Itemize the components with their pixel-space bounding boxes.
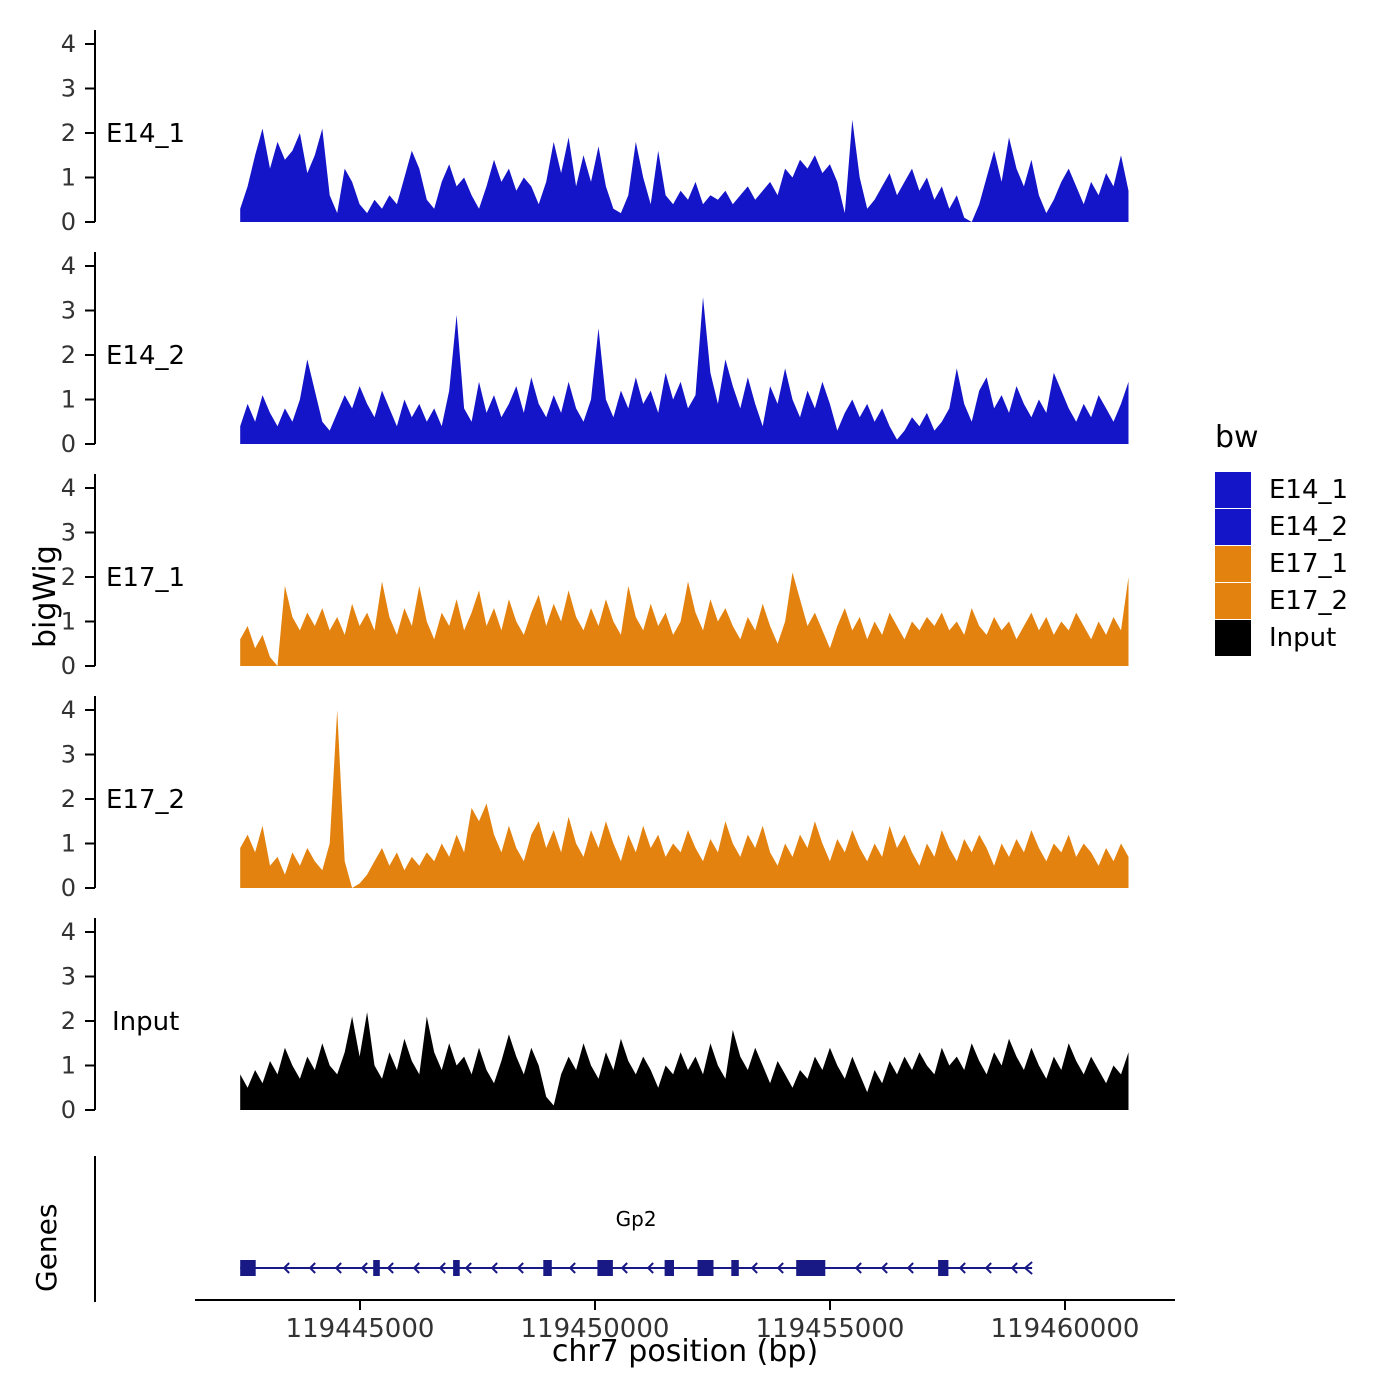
strand-arrow-icon: [516, 1262, 524, 1274]
y-axis-title: bigWig: [28, 545, 63, 648]
legend-label-e17-2: E17_2: [1269, 585, 1349, 616]
legend-swatch-e17-1: [1215, 545, 1251, 582]
y-tick-label: 0: [61, 1096, 76, 1124]
track-label-e14-1: E14_1: [106, 119, 186, 149]
genes-axis-title: Genes: [30, 1203, 63, 1292]
y-tick-label: 1: [61, 1052, 76, 1080]
track-label-e17-2: E17_2: [106, 785, 186, 815]
y-tick-label: 2: [61, 1007, 76, 1035]
legend-swatch-e14-1: [1215, 471, 1251, 508]
strand-arrow-icon: [1010, 1262, 1018, 1274]
y-tick-label: 0: [61, 874, 76, 902]
y-tick-label: 2: [61, 563, 76, 591]
gene-name-label: Gp2: [616, 1207, 657, 1231]
legend-swatch-e17-2: [1215, 582, 1251, 619]
strand-arrow-icon: [880, 1262, 888, 1274]
strand-arrow-icon: [620, 1262, 628, 1274]
strand-arrow-icon: [334, 1262, 342, 1274]
y-tick-label: 1: [61, 386, 76, 414]
y-tick-label: 1: [61, 830, 76, 858]
legend-item-e17-1: E17_1: [1215, 545, 1348, 582]
signal-area-input: [240, 1012, 1129, 1110]
x-tick-label: 119460000: [991, 1314, 1140, 1344]
legend-item-input: Input: [1215, 619, 1348, 656]
y-tick-label: 0: [61, 430, 76, 458]
strand-arrow-icon: [282, 1262, 290, 1274]
strand-arrow-icon: [308, 1262, 316, 1274]
y-tick-label: 0: [61, 208, 76, 236]
y-tick-label: 2: [61, 119, 76, 147]
y-tick-label: 4: [61, 30, 76, 58]
y-tick-label: 3: [61, 963, 76, 991]
strand-arrow-icon: [854, 1262, 862, 1274]
legend-swatch-e14-2: [1215, 508, 1251, 545]
legend-swatch-input: [1215, 619, 1251, 656]
strand-arrow-icon: [958, 1262, 966, 1274]
legend-label-e14-2: E14_2: [1269, 511, 1349, 542]
strand-arrow-icon: [386, 1262, 394, 1274]
x-tick-label: 119445000: [286, 1314, 435, 1344]
track-label-input: Input: [112, 1007, 180, 1037]
strand-arrow-icon: [906, 1262, 914, 1274]
x-tick-label: 119455000: [756, 1314, 905, 1344]
y-tick-label: 2: [61, 785, 76, 813]
gene-exon: [731, 1260, 739, 1276]
track-label-e17-1: E17_1: [106, 563, 186, 593]
strand-arrow-icon: [464, 1262, 472, 1274]
strand-arrow-icon: [646, 1262, 654, 1274]
gene-exon: [938, 1260, 949, 1276]
x-tick-label: 119450000: [521, 1314, 670, 1344]
signal-area-e17_2: [240, 710, 1129, 888]
y-tick-label: 3: [61, 75, 76, 103]
y-tick-label: 2: [61, 341, 76, 369]
track-label-e14-2: E14_2: [106, 341, 186, 371]
legend-label-input: Input: [1269, 622, 1337, 653]
strand-arrow-icon: [412, 1262, 420, 1274]
gene-exon: [597, 1260, 613, 1276]
y-tick-label: 4: [61, 252, 76, 280]
signal-area-e14_2: [240, 297, 1129, 444]
strand-arrow-icon: [568, 1262, 576, 1274]
y-tick-label: 4: [61, 474, 76, 502]
y-tick-label: 4: [61, 918, 76, 946]
legend-item-e17-2: E17_2: [1215, 582, 1348, 619]
y-tick-label: 0: [61, 652, 76, 680]
legend-title: bw: [1215, 420, 1259, 455]
strand-arrow-icon: [776, 1262, 784, 1274]
legend: bw E14_1 E14_2 E17_1 E17_2 Input: [1215, 420, 1348, 656]
gene-exon: [240, 1260, 256, 1276]
gene-exon: [664, 1260, 674, 1276]
strand-arrow-icon: [750, 1262, 758, 1274]
gene-exon: [373, 1260, 380, 1276]
strand-arrow-icon: [984, 1262, 992, 1274]
legend-label-e14-1: E14_1: [1269, 474, 1349, 505]
y-tick-label: 3: [61, 741, 76, 769]
y-tick-label: 3: [61, 297, 76, 325]
y-tick-label: 4: [61, 696, 76, 724]
y-tick-label: 3: [61, 519, 76, 547]
gene-exon: [453, 1260, 460, 1276]
gene-exon: [697, 1260, 714, 1276]
gene-exon: [543, 1260, 552, 1276]
y-tick-label: 1: [61, 608, 76, 636]
signal-area-e14_1: [240, 119, 1129, 222]
strand-arrow-icon: [1023, 1261, 1033, 1275]
signal-area-e17_1: [240, 572, 1129, 666]
y-tick-label: 1: [61, 164, 76, 192]
strand-arrow-icon: [438, 1262, 446, 1274]
strand-arrow-icon: [490, 1262, 498, 1274]
legend-item-e14-1: E14_1: [1215, 471, 1348, 508]
gene-exon: [796, 1260, 826, 1276]
strand-arrow-icon: [360, 1262, 368, 1274]
x-axis-title: chr7 position (bp): [551, 1334, 819, 1369]
legend-label-e17-1: E17_1: [1269, 548, 1349, 579]
legend-item-e14-2: E14_2: [1215, 508, 1348, 545]
